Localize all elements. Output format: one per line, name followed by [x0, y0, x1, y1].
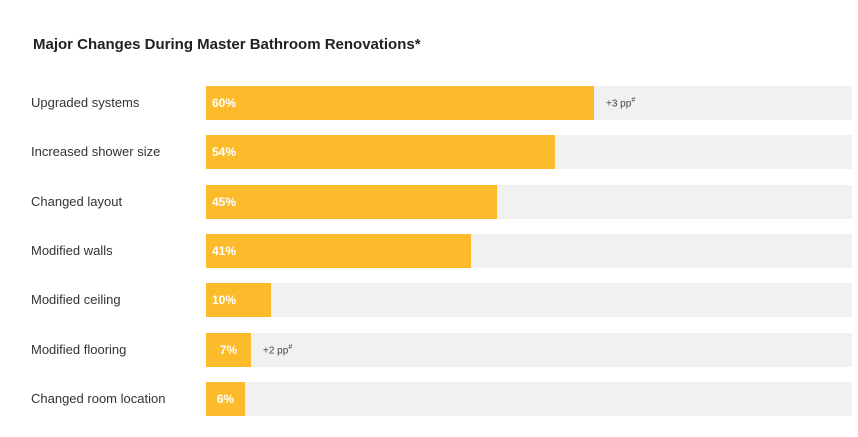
category-label: Modified walls — [31, 243, 113, 258]
category-label: Modified flooring — [31, 342, 127, 357]
chart-title: Major Changes During Master Bathroom Ren… — [33, 36, 421, 53]
bar — [206, 185, 497, 219]
bar-track — [206, 382, 852, 416]
category-label: Changed room location — [31, 391, 166, 406]
bar — [206, 382, 245, 416]
bar-track — [206, 333, 852, 367]
bar-value-label: 7% — [219, 343, 238, 357]
bar-value-label: 60% — [212, 96, 237, 110]
bar — [206, 135, 555, 169]
bar-value-label: 6% — [216, 392, 235, 406]
bar-track — [206, 283, 852, 317]
bar — [206, 333, 251, 367]
bar — [206, 86, 594, 120]
bar — [206, 234, 471, 268]
bar-value-label: 45% — [212, 195, 237, 209]
bar-value-label: 54% — [212, 145, 237, 159]
bar-row: Increased shower size 54% — [0, 135, 858, 169]
category-label: Increased shower size — [31, 144, 161, 159]
category-label: Upgraded systems — [31, 95, 140, 110]
bar-annotation: +3 pp# — [606, 97, 636, 110]
bar — [206, 283, 271, 317]
bar-annotation: +2 pp# — [263, 344, 293, 357]
bar-row: Modified ceiling 10% — [0, 283, 858, 317]
bar-row: Modified flooring 7% +2 pp# — [0, 333, 858, 367]
category-label: Changed layout — [31, 194, 123, 209]
bar-value-label: 41% — [212, 244, 237, 258]
bar-row: Modified walls 41% — [0, 234, 858, 268]
bar-row: Changed room location 6% — [0, 382, 858, 416]
bar-row: Changed layout 45% — [0, 185, 858, 219]
bar-row: Upgraded systems 60% +3 pp# — [0, 86, 858, 120]
category-label: Modified ceiling — [31, 292, 121, 307]
bar-value-label: 10% — [212, 293, 237, 307]
